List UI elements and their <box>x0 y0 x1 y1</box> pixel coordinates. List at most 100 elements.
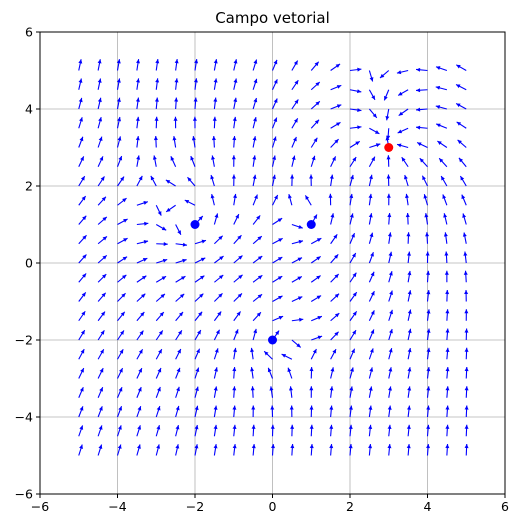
vector-arrow <box>415 88 428 93</box>
vector-arrow <box>78 310 86 322</box>
vector-arrow <box>396 69 409 75</box>
vector-arrow <box>263 350 273 360</box>
vector-arrow <box>458 157 467 168</box>
vector-arrow <box>445 289 450 302</box>
vector-arrow <box>388 271 393 283</box>
arrow-head <box>298 224 303 229</box>
vector-arrow <box>368 424 373 437</box>
arrow-head <box>278 316 284 320</box>
arrow-head <box>370 291 375 296</box>
vector-arrow <box>232 405 237 418</box>
vector-arrow <box>385 108 390 121</box>
arrow-head <box>257 275 263 280</box>
arrow-head <box>199 275 205 280</box>
arrow-head <box>98 425 103 430</box>
vector-arrow <box>210 193 215 206</box>
arrow-head <box>426 386 431 391</box>
arrow-head <box>441 176 445 181</box>
vector-arrow <box>455 103 467 110</box>
vector-arrow <box>426 424 431 437</box>
vector-arrow <box>407 328 412 341</box>
arrow-head <box>213 424 218 430</box>
vector-arrow <box>438 157 448 168</box>
x-tick-label: 4 <box>424 499 432 514</box>
vector-arrow <box>155 224 167 231</box>
arrow-head <box>407 386 412 391</box>
arrow-head <box>426 328 431 333</box>
vector-arrow <box>272 237 283 245</box>
arrow-head <box>257 236 262 241</box>
vector-arrow <box>310 137 318 148</box>
vector-arrow <box>464 309 469 321</box>
vector-arrow <box>426 405 431 418</box>
vector-arrow <box>445 328 450 341</box>
arrow-head <box>463 251 468 256</box>
vector-arrow <box>117 348 124 360</box>
arrow-head <box>174 78 179 83</box>
vector-arrow <box>455 64 467 71</box>
arrow-head <box>329 424 334 429</box>
vector-arrow <box>398 108 409 117</box>
arrow-head <box>180 276 186 281</box>
vector-arrow <box>349 348 356 360</box>
vector-arrow <box>368 348 374 360</box>
vector-arrow <box>368 232 374 244</box>
vector-arrow <box>269 386 274 398</box>
arrow-head <box>315 81 320 87</box>
arrow-head <box>142 258 148 262</box>
vector-arrow <box>78 156 85 167</box>
vector-arrow <box>464 386 469 398</box>
arrow-head <box>150 175 155 181</box>
arrow-head <box>251 444 256 449</box>
arrow-head <box>120 330 124 335</box>
vector-arrow <box>175 424 180 437</box>
arrow-head <box>118 387 123 392</box>
vector-arrow <box>117 311 126 322</box>
vector-arrow <box>435 105 448 110</box>
vector-arrow <box>117 274 127 283</box>
vector-arrow <box>291 155 296 167</box>
vector-arrow <box>78 195 87 206</box>
arrow-head <box>175 444 180 449</box>
arrow-head <box>97 97 102 103</box>
arrow-head <box>102 274 107 279</box>
arrow-head <box>336 85 342 89</box>
vector-arrow <box>175 405 180 418</box>
vector-arrow <box>330 312 340 322</box>
arrow-head <box>462 213 467 218</box>
vector-arrow <box>272 295 283 302</box>
vector-arrow <box>136 240 149 245</box>
y-tick-label: −4 <box>15 410 33 425</box>
vector-arrow <box>310 61 320 71</box>
vector-arrow <box>445 424 450 437</box>
vector-arrow <box>368 213 373 225</box>
vector-arrow <box>330 367 335 379</box>
arrow-head <box>445 444 450 449</box>
arrow-head <box>182 242 188 247</box>
arrow-head <box>330 367 335 372</box>
arrow-head <box>82 254 87 259</box>
vector-arrow <box>349 140 361 148</box>
vector-arrow <box>97 97 102 110</box>
vector-arrow <box>252 97 258 110</box>
arrow-head <box>404 175 408 180</box>
arrow-head <box>370 271 375 277</box>
vector-arrow <box>368 156 376 168</box>
vector-arrow <box>232 386 237 398</box>
arrow-head <box>336 104 342 109</box>
arrow-head <box>277 218 283 223</box>
vector-arrow <box>117 292 126 302</box>
vector-arrow <box>194 293 204 302</box>
vector-arrow <box>310 100 321 110</box>
arrow-head <box>357 108 362 113</box>
arrow-head <box>349 213 354 218</box>
vector-arrow <box>97 117 103 129</box>
vector-arrow <box>252 116 257 129</box>
vector-arrow <box>233 78 238 90</box>
arrow-head <box>350 174 354 180</box>
arrow-head <box>135 136 140 141</box>
arrow-head <box>178 330 182 335</box>
vector-arrow <box>97 348 105 360</box>
arrow-head <box>398 91 403 96</box>
arrow-head <box>369 232 374 238</box>
